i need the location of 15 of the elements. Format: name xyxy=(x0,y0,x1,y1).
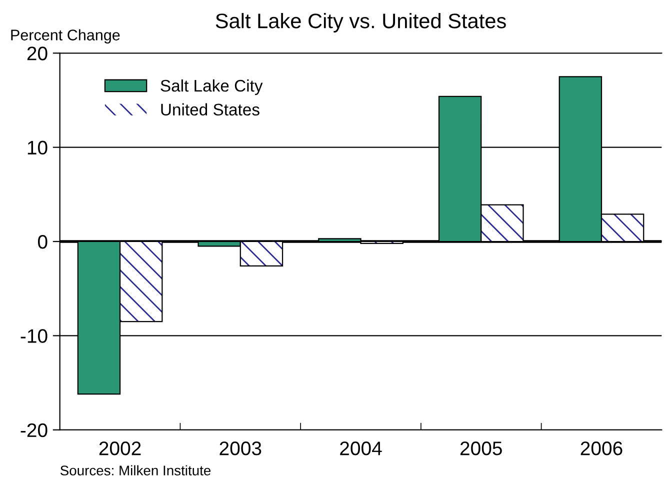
y-tick-label: 0 xyxy=(38,234,48,249)
source-note: Sources: Milken Institute xyxy=(60,465,211,476)
chart-title: Salt Lake City vs. United States xyxy=(216,13,506,32)
y-tick-label: -20 xyxy=(20,423,48,438)
y-tick-label: 10 xyxy=(28,140,48,155)
y-axis-title: Percent Change xyxy=(11,29,120,44)
x-tick-label: 2002 xyxy=(99,441,141,456)
legend-label: Salt Lake City xyxy=(160,79,263,95)
x-tick-label: 2005 xyxy=(460,441,502,456)
x-tick-label: 2003 xyxy=(220,441,262,456)
y-tick-label: -10 xyxy=(20,329,48,343)
x-tick-label: 2006 xyxy=(580,441,622,456)
x-tick-label: 2004 xyxy=(340,441,382,456)
legend-label: United States xyxy=(161,103,260,116)
y-tick-label: 20 xyxy=(27,46,48,60)
